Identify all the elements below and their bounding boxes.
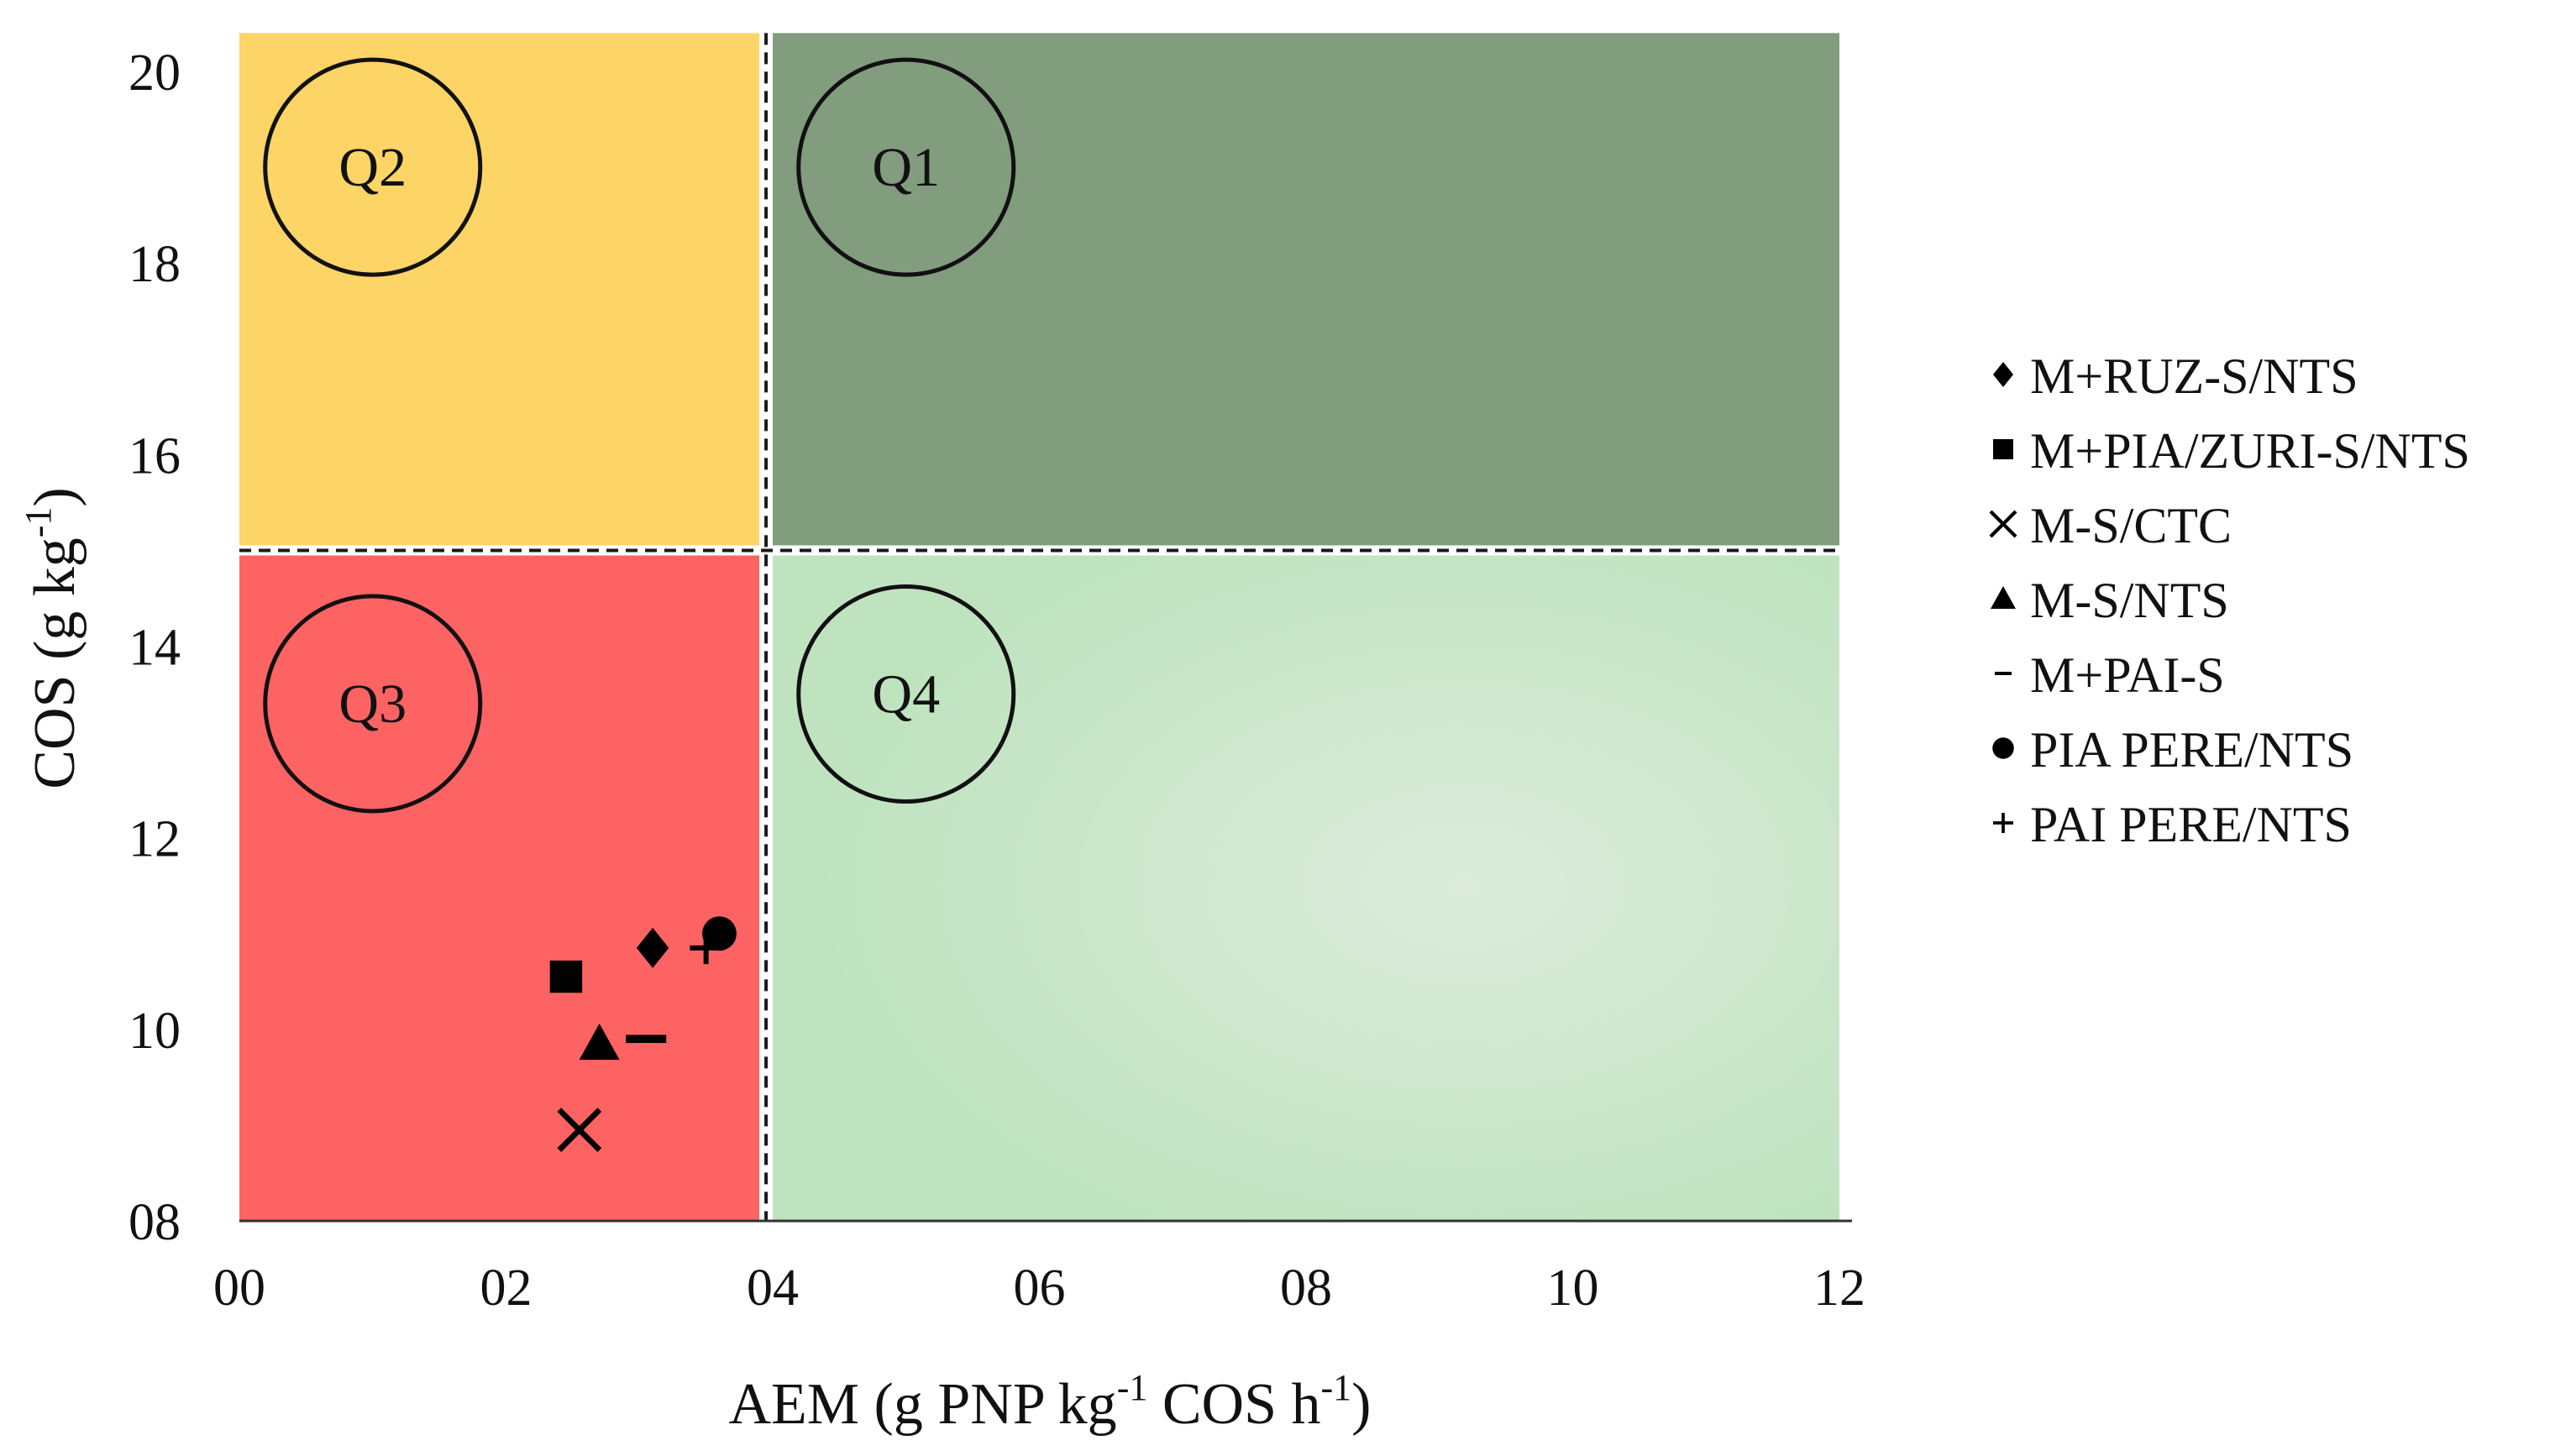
y-tick-label: 16	[129, 427, 181, 485]
legend-item: M+PAI-S	[1995, 647, 2225, 703]
x-axis-title: AEM (g PNP kg-1 COS h-1)	[729, 1367, 1372, 1437]
legend-marker	[1989, 510, 2017, 538]
legend-item: M+PIA/ZURI-S/NTS	[1993, 423, 2470, 479]
quadrant-q3-label: Q3	[338, 673, 407, 735]
quadrant-q2	[239, 33, 767, 551]
legend-label: PAI PERE/NTS	[2030, 797, 2352, 852]
legend-item: M-S/NTS	[1991, 573, 2229, 628]
x-tick-label: 06	[1014, 1260, 1066, 1317]
legend-marker	[1993, 439, 2013, 459]
quadrant-layer	[239, 33, 1839, 1221]
data-point-1	[636, 927, 669, 968]
quadrant-q3-circle	[263, 594, 483, 814]
legend-item: M-S/CTC	[1989, 498, 2232, 553]
quadrant-q2-label: Q2	[338, 137, 407, 198]
legend-label: M-S/NTS	[2030, 573, 2229, 628]
y-tick-label: 10	[129, 1003, 181, 1060]
legend: M+RUZ-S/NTS M+PIA/ZURI-S/NTS M-S/CTC M-S/NT…	[1989, 348, 2470, 852]
data-point-6	[702, 916, 737, 951]
legend-marker	[1992, 737, 2014, 759]
legend-label: M-S/CTC	[2030, 498, 2232, 553]
y-tick-label: 12	[129, 811, 181, 868]
legend-marker	[1993, 813, 2013, 833]
quadrant-q4-label: Q4	[872, 664, 940, 726]
data-point-3	[557, 1108, 602, 1152]
data-point-5	[626, 1035, 667, 1044]
legend-item: PAI PERE/NTS	[1993, 797, 2352, 852]
quadrant-q3	[239, 550, 767, 1221]
y-tick-label: 08	[129, 1194, 181, 1251]
data-point-2	[549, 960, 583, 993]
quadrant-q1-label: Q1	[872, 137, 940, 198]
quadrant-labels: Q1 Q2 Q3 Q4	[263, 57, 1016, 814]
legend-item: PIA PERE/NTS	[1992, 722, 2353, 778]
legend-label: M+PIA/ZURI-S/NTS	[2030, 423, 2470, 479]
quadrant-q4-circle	[796, 584, 1016, 804]
x-tick-label: 02	[480, 1260, 533, 1317]
x-tick-label: 00	[213, 1260, 265, 1317]
legend-label: PIA PERE/NTS	[2030, 722, 2353, 778]
legend-marker	[1995, 672, 2012, 675]
legend-label: M+PAI-S	[2030, 647, 2225, 703]
x-tick-label: 10	[1547, 1260, 1599, 1317]
y-tick-label: 18	[129, 236, 181, 293]
x-tick-label: 12	[1813, 1260, 1865, 1317]
y-axis-title: COS (g kg-1)	[18, 487, 87, 788]
quadrant-q1	[766, 33, 1839, 551]
quadrant-q2-circle	[263, 57, 483, 277]
data-point-7	[690, 931, 722, 965]
y-tick-label: 20	[129, 45, 181, 102]
data-point-4	[579, 1023, 620, 1061]
tick-labels: 00 02 04 06 08 10 12 08 10 12 14 16 18 20	[129, 45, 1865, 1317]
legend-item: M+RUZ-S/NTS	[1993, 348, 2358, 404]
legend-marker	[1993, 362, 2013, 387]
data-points	[549, 916, 737, 1152]
x-tick-label: 04	[747, 1260, 799, 1317]
x-tick-label: 08	[1280, 1260, 1332, 1317]
quadrant-q1-circle	[796, 57, 1016, 277]
legend-label: M+RUZ-S/NTS	[2030, 348, 2358, 404]
legend-marker	[1991, 586, 2016, 609]
quadrant-q4	[766, 550, 1839, 1221]
threshold-lines	[239, 33, 1839, 1221]
y-tick-label: 14	[129, 620, 181, 677]
